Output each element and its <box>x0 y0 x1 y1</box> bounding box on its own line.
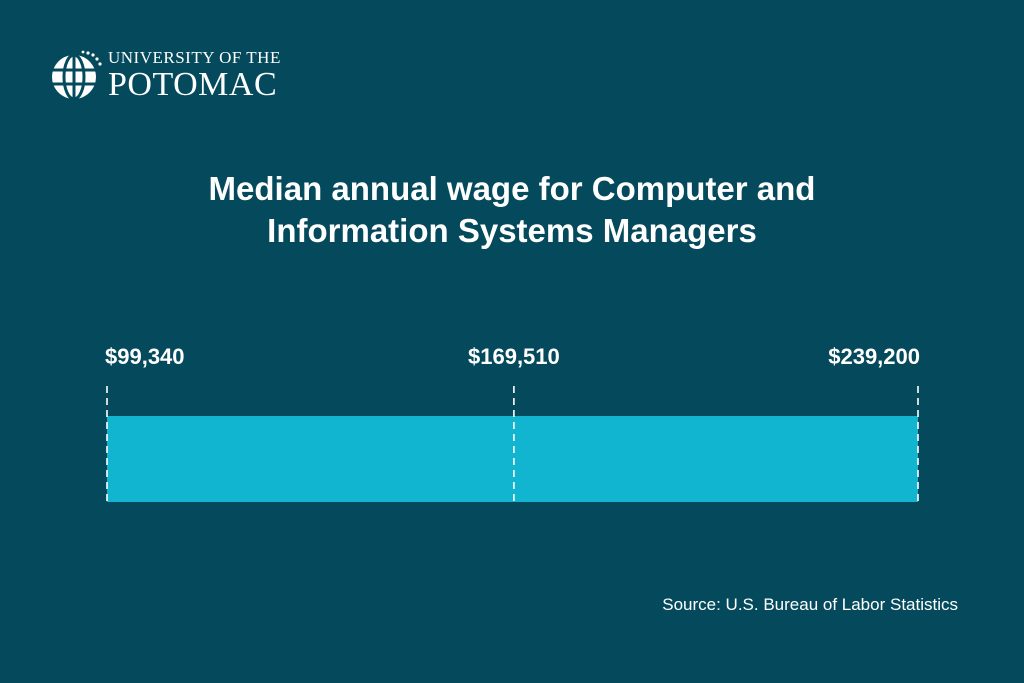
min-value-label: $99,340 <box>105 344 185 369</box>
logo-line-2: POTOMAC <box>108 65 278 103</box>
source-note: Source: U.S. Bureau of Labor Statistics <box>662 595 958 614</box>
logo-line-1: UNIVERSITY OF THE <box>108 47 281 67</box>
wage-range-chart: $99,340 $169,510 $239,200 <box>105 344 920 502</box>
max-value-label: $239,200 <box>828 344 920 369</box>
median-value-label: $169,510 <box>468 344 560 369</box>
university-logo: UNIVERSITY OF THE POTOMAC <box>50 48 281 102</box>
globe-icon <box>52 50 102 101</box>
wage-range-bar <box>107 416 918 502</box>
chart-title-line-1: Median annual wage for Computer and <box>208 170 816 207</box>
chart-title-line-2: Information Systems Managers <box>267 212 757 249</box>
chart-title: Median annual wage for Computer and Info… <box>0 168 1024 252</box>
